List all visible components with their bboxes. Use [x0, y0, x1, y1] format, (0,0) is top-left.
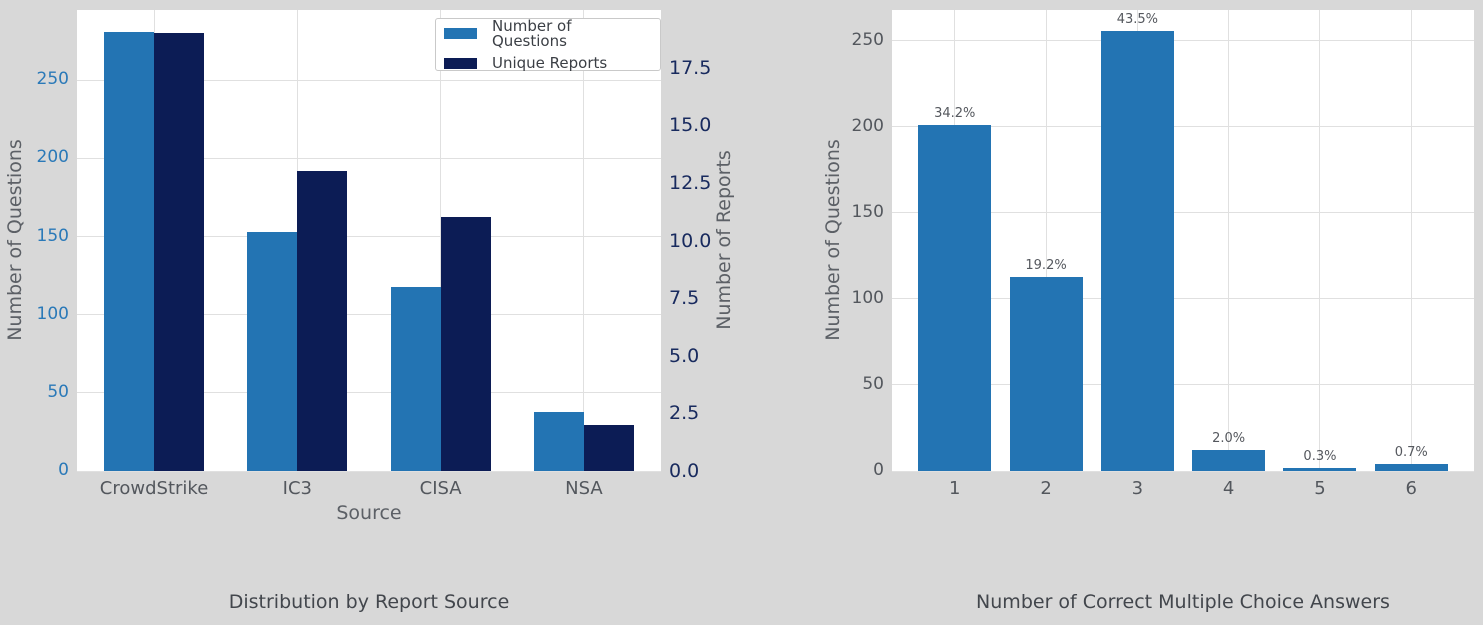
gridline-horizontal — [77, 392, 661, 394]
bar-percentage-label: 43.5% — [1116, 11, 1158, 27]
y-tick-label: 250 — [851, 29, 884, 50]
y-tick-label: 100 — [36, 303, 69, 324]
count-bar — [918, 125, 992, 471]
y-tick-label: 15.0 — [669, 114, 712, 137]
left-chart-caption: Distribution by Report Source — [228, 591, 510, 613]
y-tick-label: 250 — [36, 69, 69, 90]
questions-bar — [104, 31, 155, 471]
gridline-vertical — [1045, 10, 1047, 471]
x-tick-label: 4 — [1222, 478, 1235, 499]
legend-item-label: Unique Reports — [492, 53, 608, 72]
bar-percentage-label: 0.3% — [1303, 448, 1337, 464]
legend-swatch — [444, 57, 477, 69]
x-tick-label: 6 — [1405, 478, 1417, 499]
bar-percentage-label: 19.2% — [1025, 257, 1067, 273]
y-tick-label: 0 — [873, 460, 884, 480]
x-tick-label: CISA — [419, 478, 462, 499]
y-tick-label: 50 — [862, 373, 884, 394]
x-tick-label: NSA — [565, 478, 603, 499]
count-bar — [1283, 467, 1357, 471]
legend-swatch — [444, 28, 477, 39]
questions-bar — [533, 411, 584, 471]
gridline-horizontal — [77, 236, 661, 238]
reports-bar — [583, 424, 634, 471]
x-tick-label: 2 — [1040, 478, 1052, 499]
gridline-horizontal — [77, 470, 661, 472]
x-tick-label: 3 — [1131, 478, 1144, 499]
y-tick-label: 50 — [47, 381, 69, 402]
x-tick-label: IC3 — [282, 478, 313, 499]
count-bar — [1374, 464, 1448, 471]
bar-percentage-label: 34.2% — [934, 106, 976, 122]
left-chart-secondary-y-axis-label: Number of Reports — [713, 150, 735, 330]
y-tick-label: 200 — [36, 147, 69, 168]
gridline-horizontal — [892, 298, 1474, 300]
x-tick-label: 1 — [949, 478, 961, 499]
y-tick-label: 100 — [851, 287, 884, 308]
y-tick-label: 7.5 — [669, 287, 700, 310]
gridline-vertical — [1228, 10, 1230, 471]
y-tick-label: 5.0 — [669, 344, 700, 367]
legend-item: Number of Questions — [444, 16, 650, 50]
gridline-vertical — [583, 10, 585, 471]
y-tick-label: 10.0 — [669, 229, 712, 252]
gridline-horizontal — [892, 40, 1474, 42]
legend-item-label: Number of Questions — [492, 16, 572, 50]
gridline-horizontal — [892, 212, 1474, 214]
questions-bar — [247, 231, 298, 471]
gridline-horizontal — [77, 314, 661, 316]
x-tick-label: CrowdStrike — [99, 478, 209, 499]
y-tick-label: 150 — [851, 201, 884, 222]
legend: Number of Questions Unique Reports — [435, 18, 661, 71]
gridline-horizontal — [77, 79, 661, 81]
right-plot-area — [892, 10, 1474, 472]
questions-bar — [390, 286, 441, 471]
y-tick-label: 0 — [58, 460, 69, 480]
y-tick-label: 0.0 — [669, 460, 700, 482]
right-chart-y-axis-label: Number of Questions — [822, 139, 844, 341]
bar-percentage-label: 2.0% — [1212, 431, 1246, 447]
gridline-horizontal — [892, 470, 1474, 472]
gridline-vertical — [1410, 10, 1412, 471]
y-tick-label: 200 — [851, 115, 884, 136]
y-tick-label: 17.5 — [669, 56, 712, 79]
reports-bar — [297, 171, 348, 471]
y-tick-label: 150 — [36, 225, 69, 246]
count-bar — [1009, 276, 1083, 471]
y-tick-label: 12.5 — [669, 171, 712, 194]
left-chart-x-axis-label: Source — [336, 502, 402, 524]
count-bar — [1192, 450, 1266, 471]
y-tick-label: 2.5 — [669, 402, 700, 425]
bar-percentage-label: 0.7% — [1394, 445, 1428, 461]
count-bar — [1100, 30, 1174, 471]
gridline-horizontal — [77, 157, 661, 159]
gridline-horizontal — [892, 384, 1474, 386]
gridline-vertical — [1319, 10, 1321, 471]
x-tick-label: 5 — [1314, 478, 1326, 499]
reports-bar — [154, 33, 205, 471]
right-chart-caption: Number of Correct Multiple Choice Answer… — [976, 591, 1390, 613]
legend-item: Unique Reports — [444, 53, 650, 72]
left-plot-area — [77, 10, 661, 472]
reports-bar — [440, 217, 491, 471]
gridline-horizontal — [892, 126, 1474, 128]
